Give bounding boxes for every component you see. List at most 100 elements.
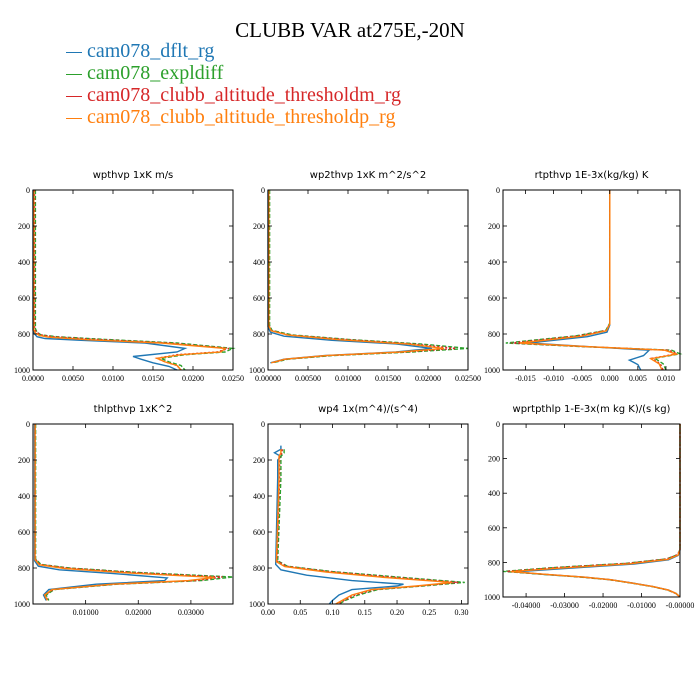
panel-6: wprtpthlp 1-E-3x(m kg K)/(s kg) -0.04000 -… [484,404,694,610]
series-line-1 [267,190,433,364]
series-line-1 [32,190,188,371]
panel-4: thlpthvp 1xK^2 0.01000 0.02000 0.03000 0 200 4… [14,404,234,617]
y-tick-label: 800 [18,330,30,339]
y-tick-label: 1000 [14,366,30,375]
series-line-1 [33,424,169,601]
panel-2: wp2thvp 1xK m^2/s^2 0.00000 0.00500 0.01000… [249,170,481,383]
y-tick-label: 0 [261,186,265,195]
series-line-4 [33,190,227,371]
y-tick-label: 200 [488,455,500,464]
series-line-3 [34,424,223,601]
series-line-4 [519,190,679,371]
figure-title: CLUBB VAR at275E,-20N [235,18,465,42]
y-tick-label: 200 [18,222,30,231]
y-tick-label: 0 [496,186,500,195]
y-tick-label: 800 [488,558,500,567]
x-tick-label: -0.010 [543,374,564,383]
x-tick-label: 0.02000 [415,374,441,383]
y-tick-label: 200 [253,222,265,231]
x-tick-label: 0.15 [358,608,372,617]
x-tick-label: 0.0000 [22,374,44,383]
legend-label: cam078_dflt_rg [87,40,215,62]
x-tick-label: 0.005 [629,374,647,383]
y-tick-label: 400 [253,258,265,267]
x-tick-label: 0.010 [657,374,675,383]
x-tick-label: 0.000 [601,374,619,383]
y-tick-label: 600 [18,528,30,537]
series-line-4 [34,424,215,601]
series-line-1 [528,190,651,371]
x-tick-label: 0.00 [261,608,275,617]
x-tick-label: 0.20 [390,608,404,617]
legend-item-thresholdp: cam078_clubb_altitude_thresholdp_rg [66,106,401,128]
plot-frame [502,423,681,598]
legend-swatch [66,51,82,54]
x-tick-label: -0.02000 [589,601,618,610]
y-tick-label: 1000 [484,593,500,602]
panel-title: thlpthvp 1xK^2 [94,404,173,415]
series-line-1 [514,424,681,598]
y-tick-label: 800 [18,564,30,573]
series-line-1 [273,445,404,605]
legend-swatch [66,117,82,120]
x-tick-label: -0.015 [515,374,536,383]
legend: cam078_dflt_rg cam078_expldiff cam078_cl… [66,40,401,128]
x-tick-label: 0.00000 [255,374,281,383]
series-line-4 [275,449,452,605]
panel-title: wp4 1x(m^4)/(s^4) [318,404,418,415]
y-tick-label: 1000 [14,600,30,609]
legend-swatch [66,73,82,76]
y-tick-label: 600 [253,294,265,303]
panel-title: wp2thvp 1xK m^2/s^2 [310,170,426,181]
x-tick-label: 0.01000 [73,608,99,617]
x-tick-label: 0.25 [422,608,436,617]
y-tick-label: 0 [496,420,500,429]
y-tick-label: 600 [18,294,30,303]
y-tick-label: 200 [18,456,30,465]
y-tick-label: 600 [488,294,500,303]
y-tick-label: 800 [488,330,500,339]
plot-frame [267,423,469,605]
series-line-4 [510,424,681,598]
x-tick-label: -0.00000 [666,601,695,610]
y-tick-label: 0 [26,420,30,429]
y-tick-label: 800 [253,564,265,573]
x-tick-label: -0.01000 [627,601,656,610]
x-tick-label: 0.01500 [375,374,401,383]
legend-label: cam078_clubb_altitude_thresholdp_rg [87,106,396,128]
x-tick-label: 0.0050 [62,374,84,383]
plot-frame [267,189,469,371]
x-tick-label: 0.10 [326,608,340,617]
y-tick-label: 800 [253,330,265,339]
y-tick-label: 400 [488,258,500,267]
x-tick-label: 0.01000 [335,374,361,383]
series-line-2 [34,190,236,371]
y-tick-label: 1000 [484,366,500,375]
plot-frame [32,189,234,371]
legend-label: cam078_expldiff [87,62,224,84]
x-tick-label: 0.03000 [178,608,204,617]
x-tick-label: 0.0100 [102,374,124,383]
panel-5: wp4 1x(m^4)/(s^4) 0.00 0.05 0.10 0.15 0.20 0.2… [249,404,469,617]
panel-title: wprtpthlp 1-E-3x(m kg K)/(s kg) [513,404,671,415]
y-tick-label: 200 [488,222,500,231]
y-tick-label: 600 [488,524,500,533]
y-tick-label: 1000 [249,600,265,609]
x-tick-label: 0.02500 [455,374,481,383]
panel-1: wpthvp 1xK m/s 0.0000 0.0050 0.0100 0.0150 0.… [14,170,244,383]
y-tick-label: 400 [18,492,30,501]
y-tick-label: 0 [261,420,265,429]
legend-label: cam078_clubb_altitude_thresholdm_rg [87,84,402,106]
legend-item-dflt: cam078_dflt_rg [66,40,401,62]
x-tick-label: -0.04000 [512,601,541,610]
x-tick-label: -0.005 [571,374,592,383]
legend-item-thresholdm: cam078_clubb_altitude_thresholdm_rg [66,84,401,106]
panel-3: rtpthvp 1E-3x(kg/kg) K -0.015 -0.010 -0.005… [484,170,683,383]
x-tick-label: 0.00500 [295,374,321,383]
plot-frame [502,189,681,371]
legend-item-expldiff: cam078_expldiff [66,62,401,84]
panel-title: wpthvp 1xK m/s [93,170,174,181]
plot-frame [32,423,234,605]
x-tick-label: 0.02000 [125,608,151,617]
